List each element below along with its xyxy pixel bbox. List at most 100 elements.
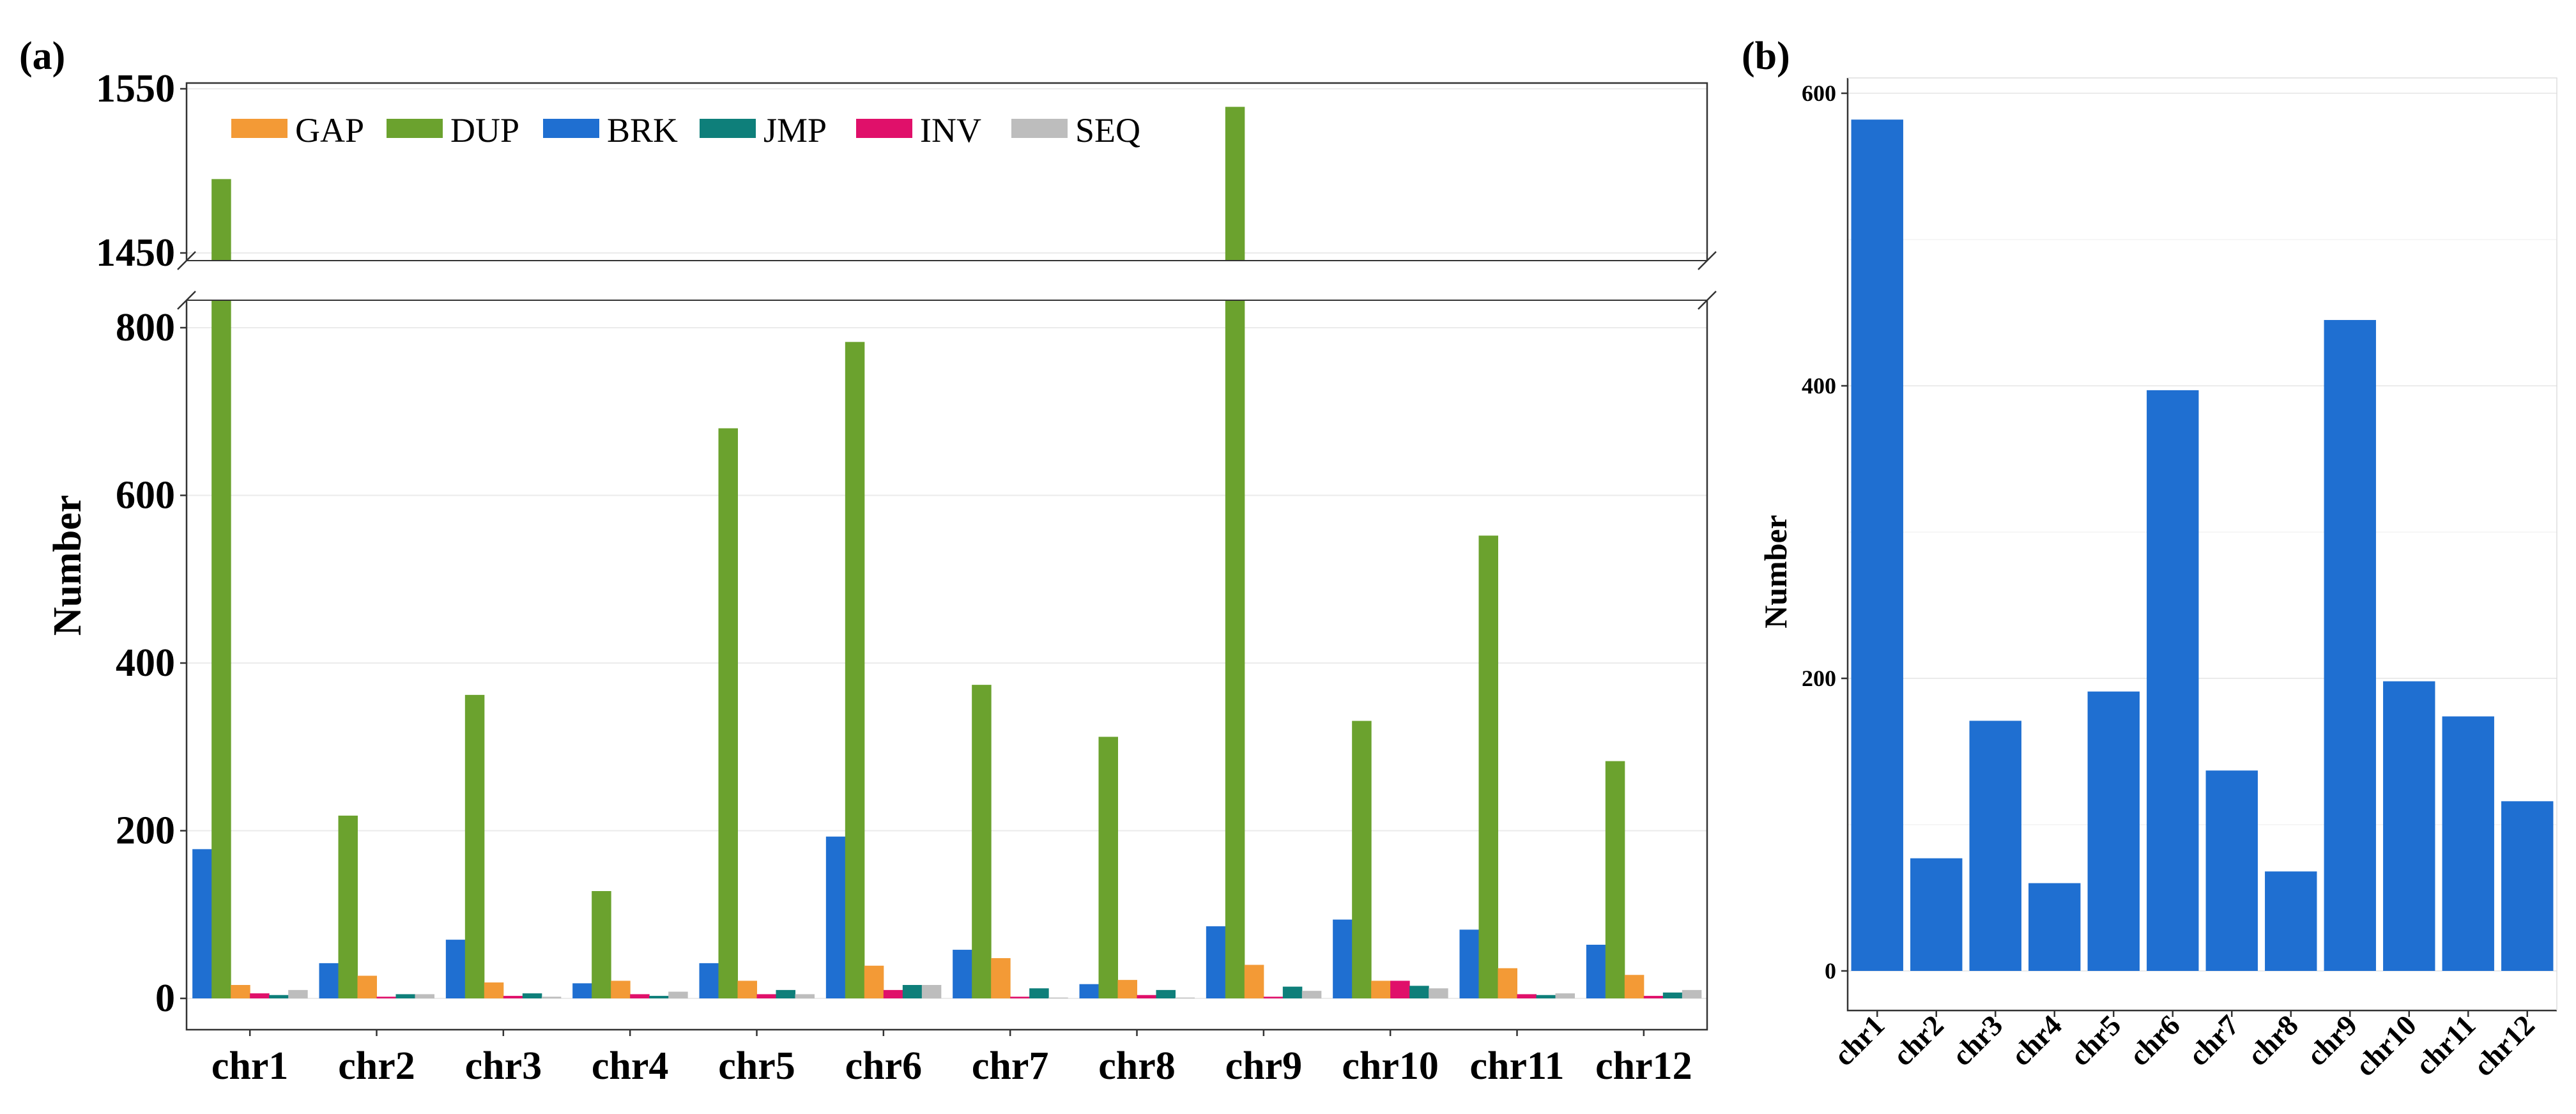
x-tick-label: chr8: [1098, 1044, 1176, 1088]
bar-inv-chr8: [1137, 995, 1156, 998]
axis-break-mark: [1698, 251, 1717, 270]
bar-brk-chr3: [445, 940, 466, 998]
bar-chr4: [2028, 883, 2081, 971]
bar-inv-chr12: [1643, 996, 1664, 998]
bar-jmp-chr12: [1662, 992, 1683, 998]
bar-seq-chr5: [795, 994, 815, 998]
panel-b-label: (b): [1742, 34, 1790, 78]
x-tick-label: chr1: [1827, 1009, 1890, 1072]
bar-dup-chr9: [1225, 300, 1245, 998]
bar-inv-chr5: [756, 994, 776, 998]
bar-brk-chr9: [1206, 926, 1226, 998]
x-tick-label: chr4: [592, 1044, 669, 1088]
x-tick-label: chr10: [1342, 1044, 1439, 1088]
panel-b-bars: [1851, 119, 2554, 972]
bar-inv-chr1: [250, 993, 270, 998]
legend-label-jmp: JMP: [763, 111, 827, 149]
x-tick-label: chr3: [465, 1044, 542, 1088]
bar-dup-chr2: [338, 815, 358, 998]
bar-brk-chr10: [1333, 919, 1353, 998]
panel-b-x-ticks: chr1chr2chr3chr4chr5chr6chr7chr8chr9chr1…: [1827, 1009, 2541, 1083]
bar-seq-chr11: [1555, 993, 1575, 998]
panel-b-axis-lines: [1846, 78, 2557, 1012]
y-tick-label: 800: [116, 306, 175, 349]
bar-brk-chr4: [572, 983, 592, 998]
bar-dup-chr7: [972, 685, 992, 998]
bar-brk-chr1: [192, 849, 212, 998]
axis-break-mark: [177, 251, 196, 270]
panel-a-x-ticks: chr1 chr2 chr3 chr4 chr5 chr6 chr7 chr8 chr9 chr1…: [211, 1030, 1692, 1088]
x-tick-label: chr5: [718, 1044, 795, 1088]
bar-chr8: [2265, 871, 2317, 971]
x-tick-label: chr2: [338, 1044, 415, 1088]
bar-chr2: [1910, 858, 1963, 971]
bar-gap-chr12: [1624, 975, 1644, 998]
bar-gap-chr10: [1371, 980, 1391, 998]
bar-jmp-chr4: [649, 996, 669, 998]
bar-dup-chr1: [211, 300, 231, 998]
bar-inv-chr10: [1390, 980, 1410, 998]
legend-swatch-brk: [543, 119, 599, 138]
bar-brk-chr6: [825, 836, 846, 998]
lower-panel-frame: [185, 300, 1708, 1031]
bar-chr12: [2501, 801, 2554, 971]
bar-inv-chr2: [376, 996, 396, 998]
axis-break-mark: [1698, 291, 1717, 310]
bar-gap-chr8: [1117, 980, 1137, 998]
bar-brk-chr8: [1079, 984, 1099, 998]
panel-a-axes: [177, 82, 1717, 1031]
x-tick-label: chr2: [1887, 1009, 1950, 1072]
bar-jmp-chr1: [269, 995, 289, 998]
x-tick-label: chr12: [1595, 1044, 1692, 1088]
bar-dup-chr6: [845, 342, 865, 998]
panel-b-axes: [1846, 77, 2557, 1012]
bar-gap-chr3: [484, 982, 504, 998]
x-tick-label: chr11: [1469, 1044, 1564, 1088]
y-tick-label: 0: [155, 977, 175, 1020]
bar-seq-chr2: [415, 994, 434, 998]
bar-inv-chr6: [883, 989, 903, 998]
y-tick-label: 400: [1802, 373, 1836, 399]
bar-jmp-chr7: [1029, 988, 1049, 998]
bar-jmp-chr6: [902, 985, 923, 998]
bar-chr7: [2205, 770, 2258, 971]
bar-gap-chr9: [1244, 965, 1264, 998]
panel-a-y-ticks: 0 200 400 600 800 1450 1550: [96, 67, 187, 1020]
bar-dup-chr11: [1478, 535, 1498, 998]
legend-label-inv: INV: [920, 111, 981, 149]
bar-brk-chr12: [1586, 945, 1606, 998]
bar-chr5: [2087, 691, 2140, 971]
y-tick-label: 600: [116, 474, 175, 517]
legend-label-seq: SEQ: [1075, 111, 1140, 149]
panel-b-grid: [1848, 93, 2557, 972]
bar-jmp-chr11: [1536, 995, 1556, 998]
bar-gap-chr2: [357, 975, 377, 998]
legend-swatch-gap: [231, 119, 288, 138]
bar-brk-chr7: [953, 949, 972, 998]
bar-seq-chr6: [921, 985, 942, 998]
x-tick-label: chr7: [972, 1044, 1049, 1088]
bar-dup-chr9-upper: [1225, 107, 1245, 261]
y-tick-label: 200: [1802, 666, 1836, 691]
legend-label-gap: GAP: [295, 111, 364, 149]
bar-gap-chr7: [991, 958, 1011, 998]
bar-brk-chr11: [1459, 929, 1479, 998]
y-tick-label: 600: [1802, 80, 1836, 106]
bar-chr11: [2442, 716, 2494, 971]
x-tick-label: chr6: [2123, 1009, 2186, 1072]
bar-jmp-chr5: [776, 989, 795, 998]
bar-chr3: [1969, 721, 2021, 971]
x-tick-label: chr6: [845, 1044, 923, 1088]
bar-dup-chr4: [592, 891, 611, 998]
bar-dup-chr3: [464, 694, 485, 998]
bar-seq-chr1: [288, 989, 308, 998]
bar-chr6: [2147, 390, 2199, 971]
bar-dup-chr1-upper: [211, 179, 231, 261]
bar-seq-chr4: [668, 991, 688, 998]
bar-jmp-chr3: [522, 993, 542, 998]
legend-label-dup: DUP: [450, 111, 519, 149]
panel-a-bars-upper: [211, 107, 1245, 261]
x-tick-label: chr7: [2182, 1009, 2245, 1072]
